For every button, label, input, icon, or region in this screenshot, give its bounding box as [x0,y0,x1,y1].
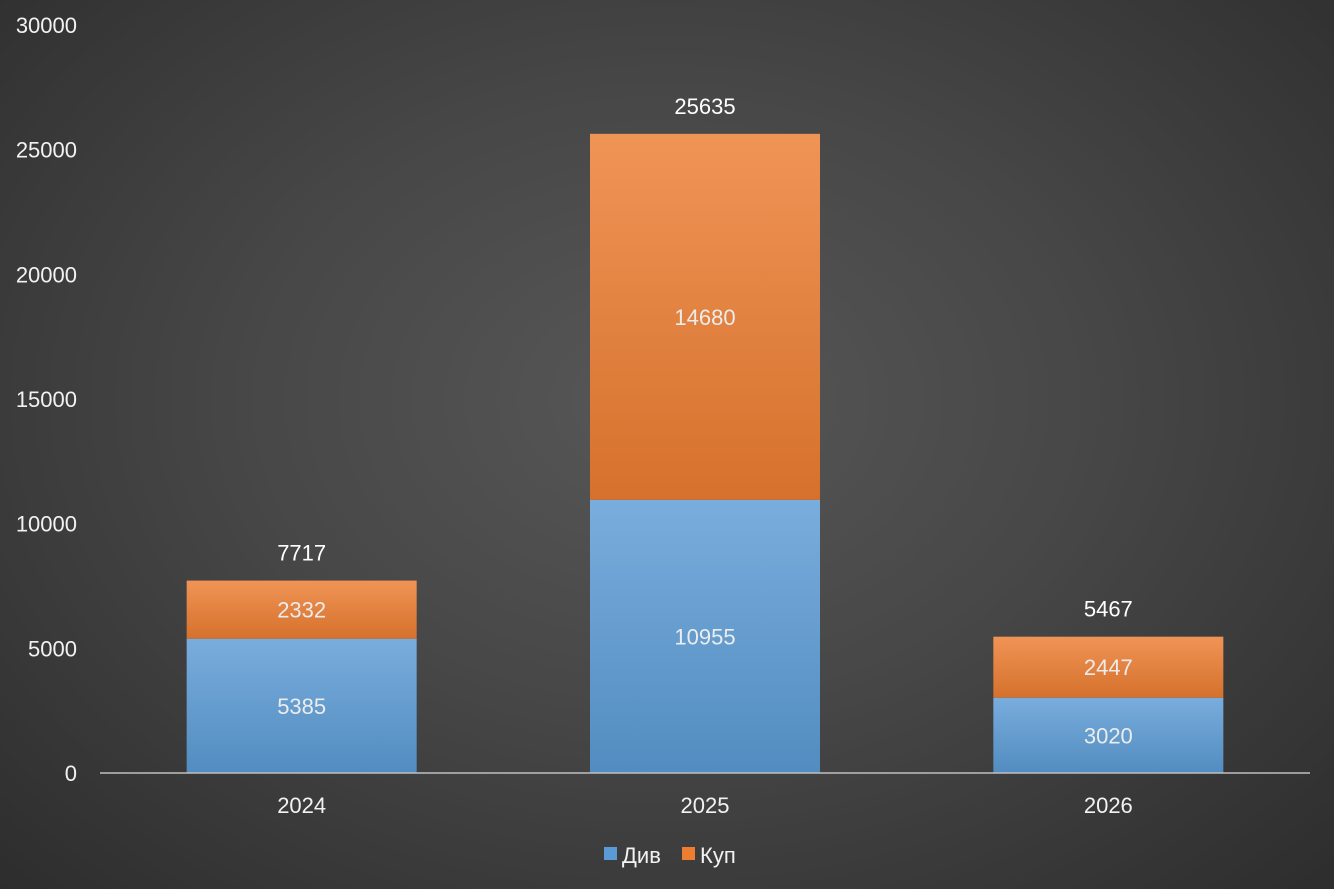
bar-segment [186,638,417,773]
total-label: 25635 [674,94,735,119]
data-label: 14680 [674,305,735,330]
data-label: 2332 [277,598,326,623]
bar-segment [993,697,1224,773]
y-tick-label: 5000 [28,636,77,661]
total-label: 5467 [1084,597,1133,622]
legend-label: Куп [700,843,736,868]
x-tick-label: 2024 [277,793,326,818]
legend-swatch [604,847,617,860]
y-tick-label: 15000 [16,387,77,412]
total-label: 7717 [277,541,326,566]
data-label: 10955 [674,624,735,649]
y-tick-label: 30000 [16,13,77,38]
data-label: 5385 [277,694,326,719]
legend-label: Див [622,843,661,868]
data-label: 2447 [1084,655,1133,680]
bar-segment [590,499,820,773]
y-tick-label: 10000 [16,512,77,537]
bar-segment [590,133,820,500]
bar-segment [993,636,1224,698]
legend-swatch [682,847,695,860]
data-label: 3020 [1084,723,1133,748]
x-tick-label: 2026 [1084,793,1133,818]
y-tick-label: 25000 [16,138,77,163]
bar-segment [186,580,417,639]
y-tick-label: 20000 [16,262,77,287]
y-tick-label: 0 [65,761,77,786]
x-tick-label: 2025 [681,793,730,818]
